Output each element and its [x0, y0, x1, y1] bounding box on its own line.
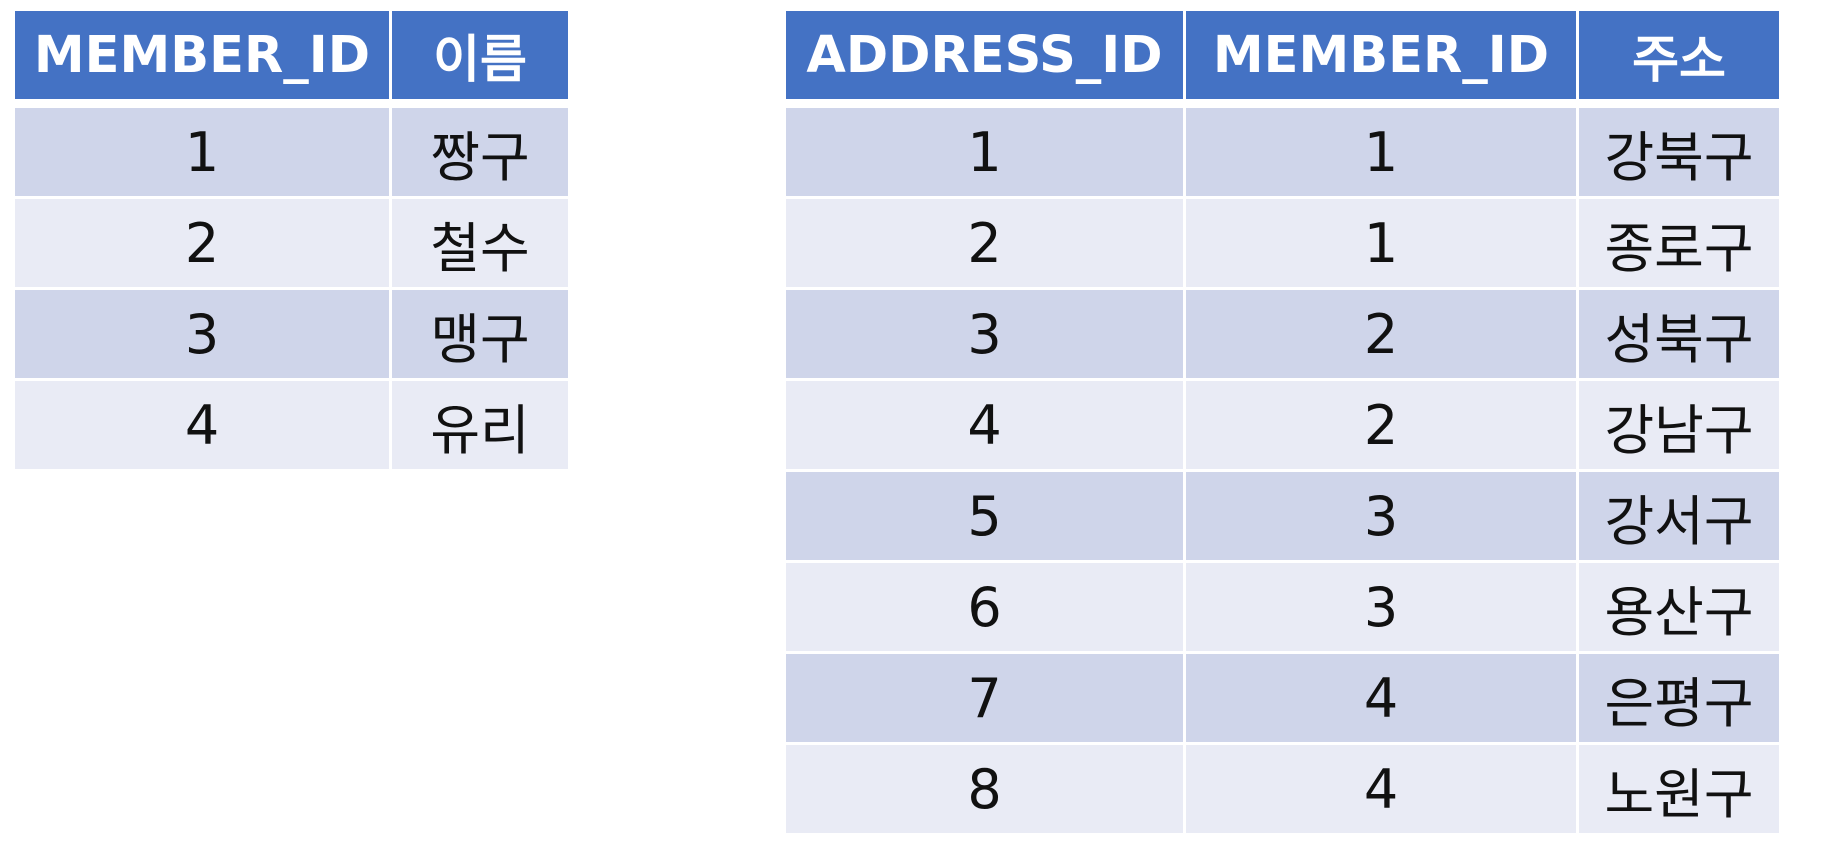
- member-table: MEMBER_ID 이름 1 짱구 2 철수 3 맹구 4 유리: [12, 8, 571, 472]
- member-table-header-row: MEMBER_ID 이름: [15, 11, 568, 105]
- column-header-member-id: MEMBER_ID: [15, 11, 389, 105]
- member-id-cell: 2: [1186, 381, 1576, 469]
- column-header-address-id: ADDRESS_ID: [786, 11, 1183, 105]
- member-id-cell: 4: [15, 381, 389, 469]
- column-header-member-id: MEMBER_ID: [1186, 11, 1576, 105]
- table-row: 1 1 강북구: [786, 108, 1779, 196]
- address-id-cell: 6: [786, 563, 1183, 651]
- member-id-cell: 3: [1186, 472, 1576, 560]
- column-header-address: 주소: [1579, 11, 1779, 105]
- member-id-cell: 1: [15, 108, 389, 196]
- member-id-cell: 2: [1186, 290, 1576, 378]
- table-row: 5 3 강서구: [786, 472, 1779, 560]
- address-cell: 강북구: [1579, 108, 1779, 196]
- member-id-cell: 3: [1186, 563, 1576, 651]
- address-cell: 강남구: [1579, 381, 1779, 469]
- address-cell: 용산구: [1579, 563, 1779, 651]
- member-id-cell: 3: [15, 290, 389, 378]
- name-cell: 철수: [392, 199, 568, 287]
- table-row: 3 2 성북구: [786, 290, 1779, 378]
- member-id-cell: 1: [1186, 199, 1576, 287]
- address-cell: 강서구: [1579, 472, 1779, 560]
- address-table: ADDRESS_ID MEMBER_ID 주소 1 1 강북구 2 1 종로구 …: [783, 8, 1782, 836]
- address-cell: 은평구: [1579, 654, 1779, 742]
- member-id-cell: 4: [1186, 745, 1576, 833]
- address-cell: 성북구: [1579, 290, 1779, 378]
- address-id-cell: 1: [786, 108, 1183, 196]
- name-cell: 짱구: [392, 108, 568, 196]
- address-id-cell: 7: [786, 654, 1183, 742]
- address-id-cell: 8: [786, 745, 1183, 833]
- table-row: 4 2 강남구: [786, 381, 1779, 469]
- member-id-cell: 1: [1186, 108, 1576, 196]
- table-row: 2 1 종로구: [786, 199, 1779, 287]
- address-id-cell: 3: [786, 290, 1183, 378]
- address-table-header-row: ADDRESS_ID MEMBER_ID 주소: [786, 11, 1779, 105]
- address-id-cell: 4: [786, 381, 1183, 469]
- table-row: 7 4 은평구: [786, 654, 1779, 742]
- table-row: 3 맹구: [15, 290, 568, 378]
- address-cell: 노원구: [1579, 745, 1779, 833]
- address-id-cell: 2: [786, 199, 1183, 287]
- table-row: 8 4 노원구: [786, 745, 1779, 833]
- table-row: 4 유리: [15, 381, 568, 469]
- column-header-name: 이름: [392, 11, 568, 105]
- address-cell: 종로구: [1579, 199, 1779, 287]
- name-cell: 맹구: [392, 290, 568, 378]
- member-id-cell: 2: [15, 199, 389, 287]
- name-cell: 유리: [392, 381, 568, 469]
- table-row: 1 짱구: [15, 108, 568, 196]
- table-row: 2 철수: [15, 199, 568, 287]
- member-id-cell: 4: [1186, 654, 1576, 742]
- table-row: 6 3 용산구: [786, 563, 1779, 651]
- address-id-cell: 5: [786, 472, 1183, 560]
